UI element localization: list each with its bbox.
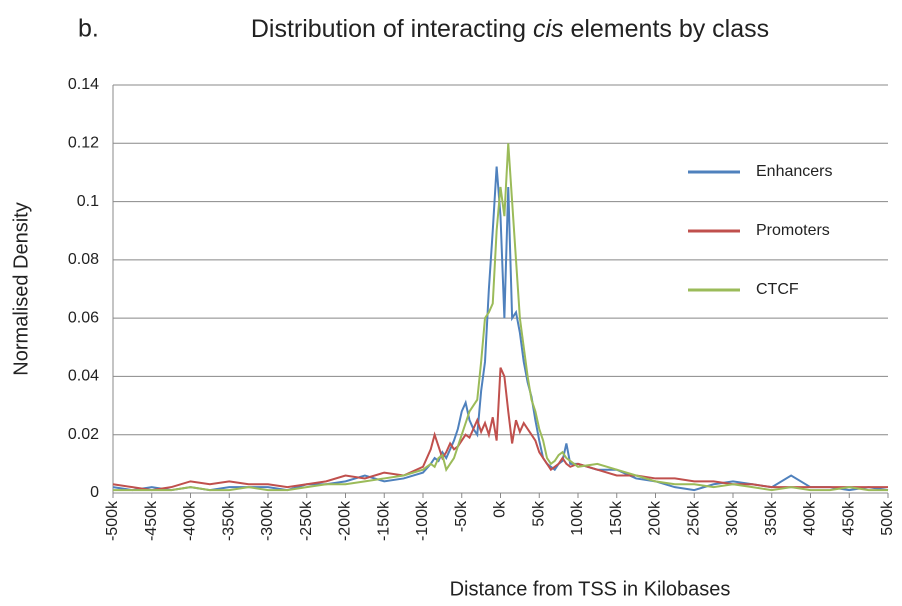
x-tick-label: -100k: [414, 500, 431, 541]
legend-label: Enhancers: [756, 163, 833, 180]
y-tick-label: 0.12: [68, 135, 99, 152]
x-tick-label: 300k: [724, 500, 741, 536]
y-tick-label: 0.02: [68, 426, 99, 443]
y-tick-label: 0.1: [77, 193, 99, 210]
x-tick-label: -400k: [182, 500, 199, 541]
x-axis-title: Distance from TSS in Kilobases: [450, 578, 731, 600]
y-tick-label: 0.08: [68, 251, 99, 268]
series-line: [113, 143, 888, 492]
title-part: Distribution of interacting: [251, 15, 533, 43]
x-tick-label: 100k: [569, 500, 586, 536]
x-tick-label: 150k: [608, 500, 625, 536]
panel-label: b.: [78, 15, 99, 43]
y-tick-label: 0.14: [68, 76, 99, 93]
x-tick-label: -300k: [259, 500, 276, 541]
x-tick-label: -200k: [337, 500, 354, 541]
x-tick-label: -350k: [220, 500, 237, 541]
x-tick-label: 350k: [763, 500, 780, 536]
title-italic: cis: [533, 15, 564, 43]
chart-title: Distribution of interacting cis elements…: [251, 15, 769, 43]
title-part: elements by class: [564, 15, 770, 43]
x-tick-label: 450k: [840, 500, 857, 536]
series-line: [112, 367, 888, 492]
y-tick-label: 0.06: [68, 309, 99, 326]
x-tick-label: -500k: [104, 500, 121, 541]
x-tick-label: -450k: [143, 500, 160, 541]
x-tick-label: -150k: [375, 500, 392, 541]
x-tick-label: 50k: [530, 500, 547, 527]
y-axis-title: Normalised Density: [10, 202, 32, 375]
x-tick-label: 250k: [685, 500, 702, 536]
x-tick-label: 400k: [802, 500, 819, 536]
y-tick-label: 0: [90, 484, 99, 501]
x-tick-label: -250k: [298, 500, 315, 541]
x-tick-label: 200k: [647, 500, 664, 536]
y-tick-label: 0.04: [68, 368, 99, 385]
x-tick-label: -50k: [453, 500, 470, 532]
x-tick-label: 500k: [879, 500, 896, 536]
legend-label: Promoters: [756, 222, 830, 239]
legend-label: CTCF: [756, 281, 799, 298]
x-tick-label: 0k: [492, 500, 509, 518]
series-line: [112, 166, 889, 492]
